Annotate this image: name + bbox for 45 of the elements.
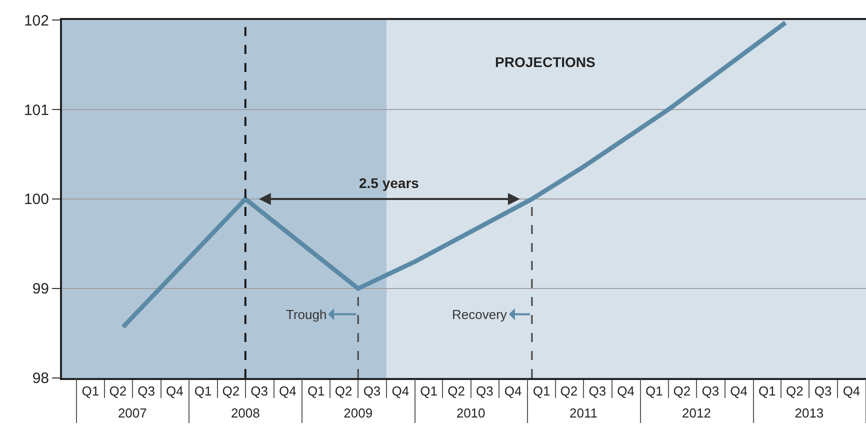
x-tick-label: Q3 xyxy=(702,384,720,399)
x-tick-label: Q1 xyxy=(758,384,776,399)
y-tick-label: 102 xyxy=(24,12,49,30)
x2-tick-label: 2013 xyxy=(794,405,824,420)
y-tick-label: 99 xyxy=(32,280,49,298)
x-tick-label: Q3 xyxy=(138,384,155,399)
x-tick-label: Q3 xyxy=(814,384,832,399)
ref-line-label: Trough xyxy=(286,307,327,322)
x-tick-label: Q1 xyxy=(532,384,550,399)
x-tick-label: Q3 xyxy=(363,384,381,399)
x2-tick-label: 2012 xyxy=(682,405,711,420)
x-tick-label: Q2 xyxy=(334,384,352,399)
x-tick-label: Q4 xyxy=(730,384,748,399)
ref-line-label: Recovery xyxy=(452,307,508,322)
x-tick-label: Q1 xyxy=(82,384,100,399)
x2-tick-label: 2011 xyxy=(570,405,598,420)
x-tick-label: Q2 xyxy=(448,384,465,399)
x-tick-label: Q2 xyxy=(560,384,578,399)
x-tick-label: Q1 xyxy=(420,384,438,399)
y-tick-label: 98 xyxy=(32,370,49,388)
y-tick-label: 101 xyxy=(24,102,49,119)
x-tick-label: Q4 xyxy=(166,384,184,399)
x-tick-label: Q1 xyxy=(646,384,663,399)
x-tick-label: Q4 xyxy=(842,384,860,399)
x2-tick-label: 2009 xyxy=(344,405,373,420)
x2-tick-label: 2007 xyxy=(118,405,147,420)
x-tick-label: Q1 xyxy=(307,384,325,399)
x-tick-label: Q4 xyxy=(279,384,296,399)
x-tick-label: Q2 xyxy=(109,384,127,399)
x2-tick-label: 2010 xyxy=(456,405,486,420)
x-tick-label: Q2 xyxy=(786,384,804,399)
x2-tick-label: 2008 xyxy=(230,405,260,420)
x-tick-label: Q4 xyxy=(617,384,634,399)
x-tick-label: Q3 xyxy=(250,384,268,399)
x-tick-label: Q2 xyxy=(222,384,240,399)
x-tick-label: Q3 xyxy=(476,384,494,399)
x-tick-label: Q4 xyxy=(392,384,410,399)
x-tick-label: Q2 xyxy=(673,384,691,399)
x-tick-label: Q4 xyxy=(504,384,522,399)
y-tick-label: 100 xyxy=(24,191,49,208)
line-series xyxy=(120,20,788,330)
annotation: 2.5 years xyxy=(359,175,420,191)
x-tick-label: Q3 xyxy=(588,384,606,399)
band-label: PROJECTIONS xyxy=(495,54,596,70)
x-tick-label: Q1 xyxy=(194,384,212,399)
